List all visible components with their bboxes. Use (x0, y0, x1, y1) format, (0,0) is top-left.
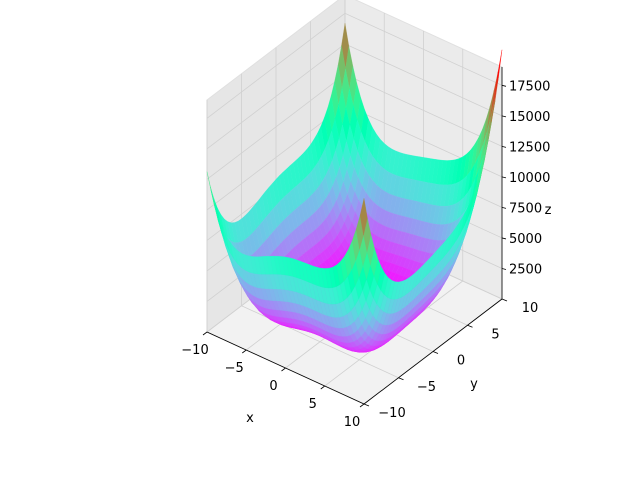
x-tick-mark (281, 367, 286, 372)
y-tick-label: −10 (378, 406, 405, 421)
x-tick-label: 10 (344, 415, 361, 430)
x-tick-mark (359, 403, 365, 408)
y-axis-label: y (470, 377, 478, 392)
y-tick-mark (398, 377, 404, 381)
x-tick-label: 0 (269, 379, 277, 394)
y-tick-mark (432, 351, 439, 354)
surface-plot (206, 23, 503, 353)
z-tick-mark (501, 237, 507, 240)
z-tick-mark (501, 176, 507, 179)
x-axis-label: x (246, 411, 254, 426)
x-tick-label: 5 (309, 397, 317, 412)
x-tick-mark (242, 349, 247, 354)
gridline-z-back (344, 74, 503, 147)
surface-patch (359, 198, 368, 236)
gridline-z-back (344, 12, 503, 86)
z-tick-label: 7500 (509, 201, 542, 216)
z-tick-mark (501, 145, 507, 148)
z-tick-label: 10000 (509, 171, 550, 186)
z-tick-label: 17500 (509, 79, 550, 94)
axis-lines (202, 67, 508, 408)
z-tick-mark (501, 207, 507, 209)
y-tick-label: 0 (457, 354, 465, 369)
x-tick-label: −5 (225, 361, 244, 376)
z-tick-mark (501, 115, 507, 118)
z-tick-mark (501, 84, 507, 87)
z-tick-label: 2500 (509, 262, 542, 277)
z-tick-label: 5000 (509, 232, 542, 247)
y-tick-mark (467, 324, 473, 328)
gridline-z-back (344, 43, 503, 117)
z-tick-label: 15000 (509, 110, 550, 125)
tick-labels: −10 −5 0 5 10 −10 −5 0 5 10 2500 5000 7500 10000 12500… (181, 79, 550, 430)
x-tick-mark (320, 385, 325, 390)
z-axis-label: z (545, 203, 552, 218)
y-tick-mark (363, 403, 370, 407)
x-tick-label: −10 (181, 343, 208, 358)
z-tick-mark (501, 268, 507, 270)
gridline-z-left (206, 12, 346, 119)
x-tick-mark (202, 331, 208, 336)
gridline-z-left (206, 104, 346, 211)
z-tick-label: 12500 (509, 140, 550, 155)
y-tick-label: 5 (491, 327, 499, 342)
y-tick-label: 10 (522, 301, 539, 316)
gridline-z-left (206, 43, 346, 150)
y-tick-label: −5 (417, 380, 436, 395)
gridline-z-left (206, 74, 346, 180)
y-tick-mark (501, 298, 508, 302)
